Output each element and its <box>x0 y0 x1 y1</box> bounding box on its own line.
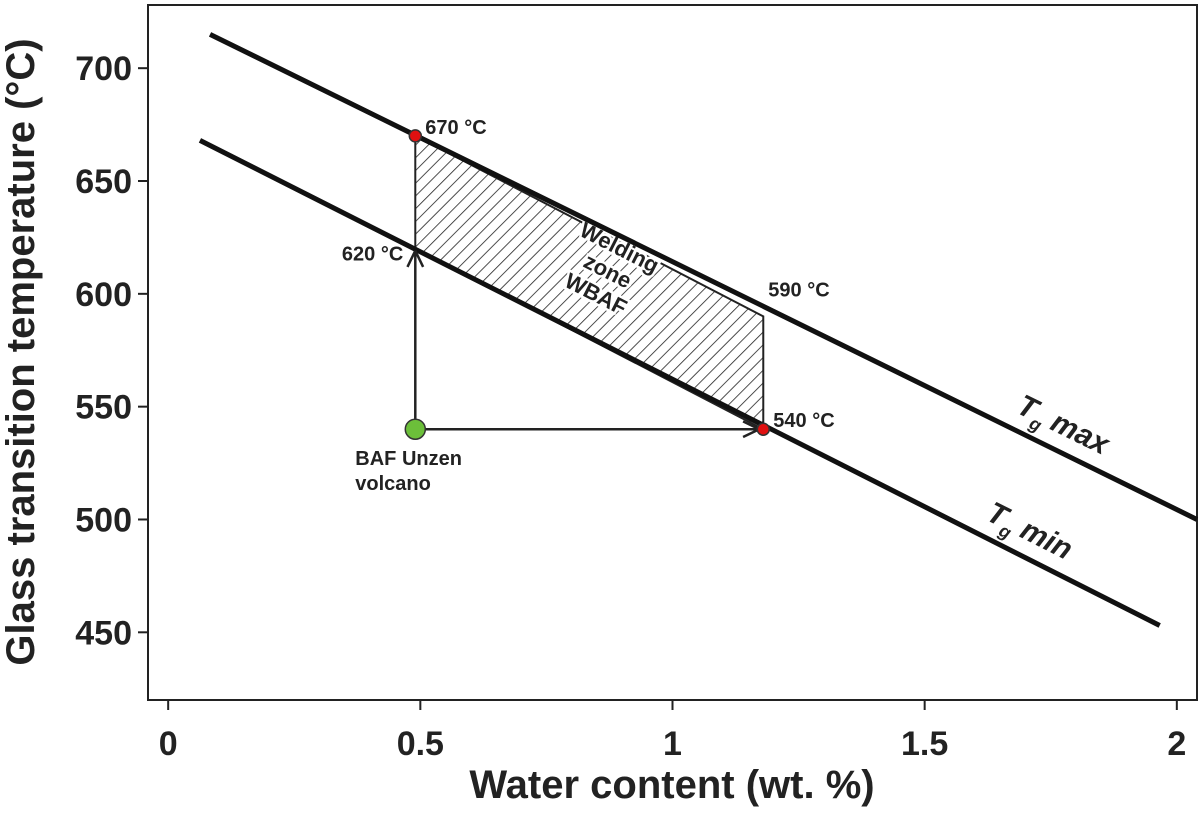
point <box>408 129 423 143</box>
x-tick-label: 0.5 <box>397 725 444 763</box>
point-label: 540 °C <box>773 410 834 432</box>
x-tick-label: 1.5 <box>901 725 948 763</box>
line <box>208 32 1199 522</box>
y-tick-label: 550 <box>75 389 132 427</box>
arrow-right-head <box>742 420 760 439</box>
line <box>198 138 1161 628</box>
annotation: 590 °C <box>768 279 829 301</box>
point <box>756 422 771 436</box>
arrow-up-head <box>406 250 425 268</box>
x-tick-label: 0 <box>159 725 178 763</box>
y-tick-label: 450 <box>75 614 132 652</box>
y-tick-label: 600 <box>75 276 132 314</box>
y-axis-title: Glass transition temperature (°C) <box>0 38 43 665</box>
series-label-part: max <box>1038 402 1115 462</box>
x-axis-title: Water content (wt. %) <box>469 763 874 807</box>
y-tick-label: 500 <box>75 501 132 539</box>
point-label: volcano <box>355 473 431 495</box>
annotation: 620 °C <box>342 244 403 266</box>
x-tick-label: 1 <box>663 725 682 763</box>
y-tick-label: 650 <box>75 163 132 201</box>
y-tick-label: 700 <box>75 50 132 88</box>
point-label: BAF Unzen <box>355 448 462 470</box>
point-label: 670 °C <box>425 117 486 139</box>
x-tick-label: 2 <box>1167 725 1186 763</box>
point <box>404 418 427 440</box>
series-label-part: min <box>1008 509 1078 566</box>
